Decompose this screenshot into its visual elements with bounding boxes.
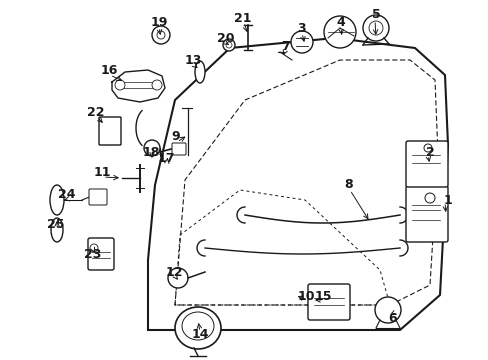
Text: 2: 2: [425, 145, 433, 158]
Circle shape: [424, 193, 434, 203]
Ellipse shape: [51, 218, 63, 242]
Text: 8: 8: [344, 179, 353, 192]
Circle shape: [324, 16, 355, 48]
FancyBboxPatch shape: [89, 189, 107, 205]
Ellipse shape: [175, 307, 221, 349]
Text: 1: 1: [443, 194, 451, 207]
Text: 19: 19: [150, 15, 167, 28]
Text: 5: 5: [371, 9, 380, 22]
Text: 24: 24: [58, 189, 76, 202]
Text: 4: 4: [336, 15, 345, 28]
Circle shape: [368, 21, 382, 35]
Circle shape: [115, 80, 125, 90]
Circle shape: [223, 39, 235, 51]
Circle shape: [362, 15, 388, 41]
Text: 9: 9: [171, 130, 180, 144]
Circle shape: [152, 26, 170, 44]
Text: 10: 10: [297, 289, 314, 302]
Text: 15: 15: [314, 289, 331, 302]
Text: 13: 13: [184, 54, 201, 67]
Circle shape: [423, 144, 431, 152]
FancyBboxPatch shape: [99, 117, 121, 145]
Text: 25: 25: [47, 219, 64, 231]
Circle shape: [225, 42, 231, 48]
FancyBboxPatch shape: [405, 186, 447, 242]
Text: 11: 11: [93, 166, 110, 180]
FancyBboxPatch shape: [88, 238, 114, 270]
Text: 3: 3: [297, 22, 305, 35]
Circle shape: [143, 140, 160, 156]
Text: 14: 14: [191, 328, 208, 342]
Text: 21: 21: [234, 12, 251, 24]
Circle shape: [168, 268, 187, 288]
Polygon shape: [112, 70, 164, 102]
FancyBboxPatch shape: [405, 141, 447, 187]
Text: 18: 18: [142, 145, 160, 158]
Text: 12: 12: [165, 266, 183, 279]
Text: 7: 7: [280, 40, 289, 53]
Text: 6: 6: [388, 311, 397, 324]
Circle shape: [152, 80, 162, 90]
FancyBboxPatch shape: [172, 143, 185, 155]
Text: 23: 23: [84, 248, 102, 261]
Text: 20: 20: [217, 31, 234, 45]
Ellipse shape: [195, 61, 204, 83]
Text: 17: 17: [157, 152, 174, 165]
Circle shape: [90, 244, 98, 252]
Circle shape: [157, 31, 164, 39]
Circle shape: [374, 297, 400, 323]
Ellipse shape: [182, 312, 214, 340]
Circle shape: [290, 31, 312, 53]
Ellipse shape: [50, 185, 64, 215]
Text: 22: 22: [87, 107, 104, 120]
Text: 16: 16: [100, 63, 118, 77]
FancyBboxPatch shape: [307, 284, 349, 320]
